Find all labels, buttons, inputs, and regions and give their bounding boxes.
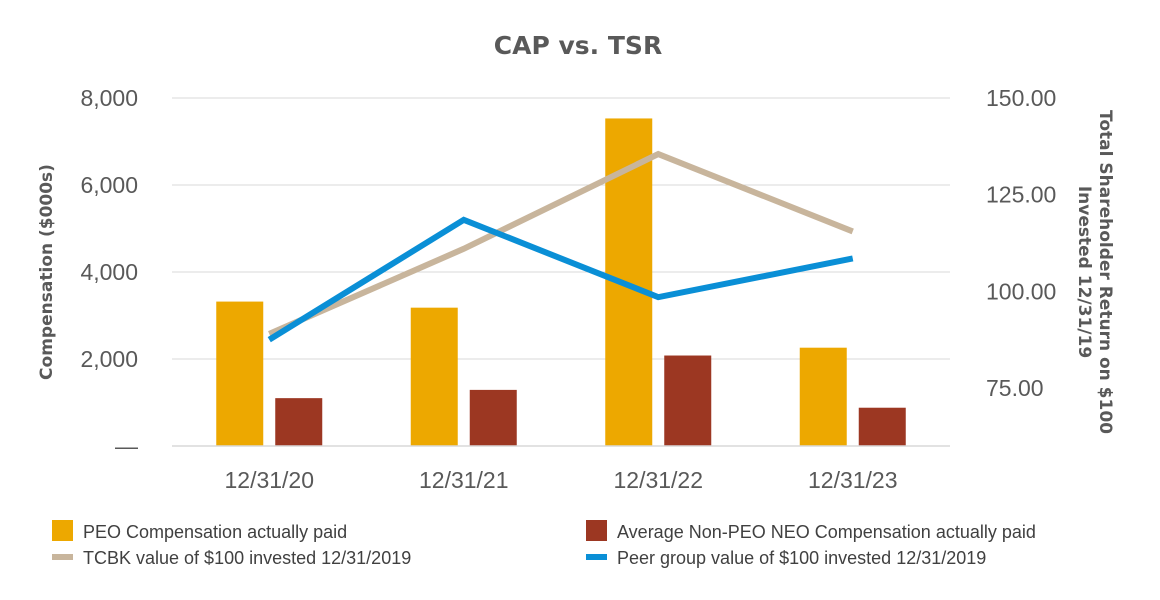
bar	[664, 355, 712, 446]
y2-axis-title-line: Total Shareholder Return on $100	[1095, 110, 1115, 434]
legend: PEO Compensation actually paid Average No…	[52, 520, 1036, 568]
x-tick-label: 12/31/20	[224, 467, 314, 493]
y2-tick-label: 75.00	[986, 375, 1044, 401]
line-series	[267, 150, 854, 343]
legend-label: Average Non-PEO NEO Compensation actuall…	[617, 522, 1036, 542]
y2-axis-title: Total Shareholder Return on $100Invested…	[1074, 110, 1115, 434]
series-line	[268, 150, 854, 337]
bar	[275, 398, 323, 446]
gridlines	[172, 97, 950, 360]
axes: — 2,000 4,000 6,000 8,000 75.00 100.00 125.00 15…	[80, 85, 1056, 493]
x-tick-label: 12/31/21	[419, 467, 509, 493]
legend-swatch	[586, 520, 607, 541]
bar-series	[216, 118, 906, 446]
y2-tick-label: 125.00	[986, 182, 1056, 208]
x-tick-label: 12/31/23	[808, 467, 898, 493]
y-tick-label: 6,000	[80, 172, 138, 198]
x-tick-label: 12/31/22	[613, 467, 703, 493]
series-line	[267, 216, 854, 343]
y-tick-label: —	[115, 433, 138, 459]
y2-tick-label: 150.00	[986, 85, 1056, 111]
y-axis-title: Compensation ($000s)	[37, 164, 57, 380]
y2-axis-title-text: Total Shareholder Return on $100Invested…	[1074, 110, 1115, 434]
legend-swatch	[52, 520, 73, 541]
y2-axis-title-line: Invested 12/31/19	[1074, 186, 1094, 358]
y2-tick-label: 100.00	[986, 278, 1056, 304]
bar	[410, 307, 458, 446]
chart-title: CAP vs. TSR	[494, 31, 662, 60]
legend-label: PEO Compensation actually paid	[83, 522, 347, 542]
bar	[216, 301, 264, 446]
legend-label: TCBK value of $100 invested 12/31/2019	[83, 548, 411, 568]
legend-label: Peer group value of $100 invested 12/31/…	[617, 548, 986, 568]
y-tick-label: 4,000	[80, 259, 138, 285]
bar	[858, 407, 906, 446]
y-tick-label: 2,000	[80, 346, 138, 372]
bar	[799, 347, 847, 446]
y-tick-label: 8,000	[80, 85, 138, 111]
bar	[469, 389, 517, 446]
